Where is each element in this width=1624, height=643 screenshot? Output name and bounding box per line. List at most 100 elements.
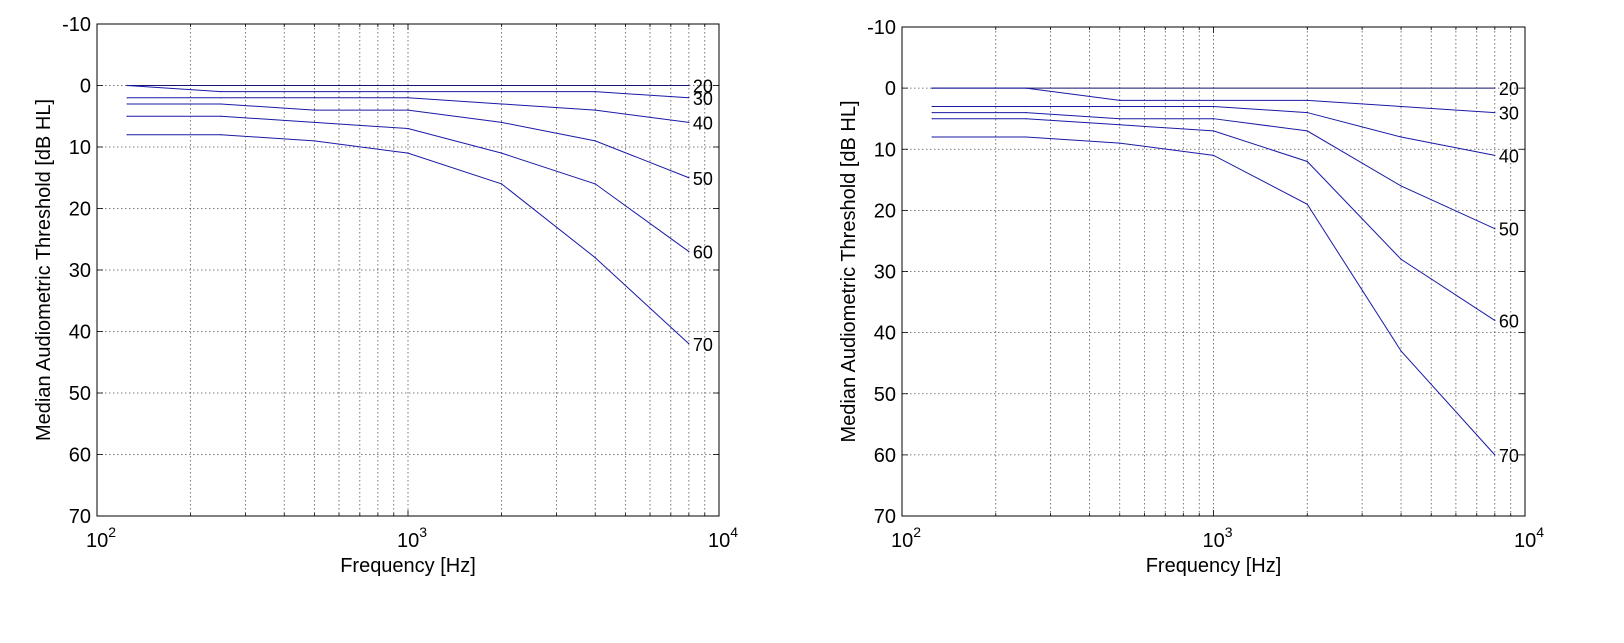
data-point xyxy=(594,109,596,111)
y-tick-label: 60 xyxy=(69,445,91,467)
y-axis-label: Median Audiometric Threshold [dB HL] xyxy=(33,99,55,441)
data-point xyxy=(1494,228,1496,230)
x-axis-label: Frequency [Hz] xyxy=(1146,555,1282,577)
data-point xyxy=(1212,105,1215,108)
data-point xyxy=(501,121,503,123)
data-point xyxy=(1212,87,1215,89)
x-axis-label: Frequency [Hz] xyxy=(340,555,476,577)
data-point xyxy=(407,109,409,111)
data-point xyxy=(594,84,596,87)
chart-panel-left: -10 0 10 20 30 40 50 60 70 102 103 104 Frequency [Hz… xyxy=(0,0,812,638)
data-point xyxy=(501,103,503,105)
y-tick-label: 30 xyxy=(69,260,91,282)
data-point xyxy=(220,103,222,105)
y-tick-label: 40 xyxy=(874,323,896,345)
y-tick-label: 20 xyxy=(69,199,91,221)
data-point xyxy=(931,118,933,120)
data-point xyxy=(931,111,933,114)
data-point xyxy=(501,183,503,185)
y-tick-label: 60 xyxy=(874,445,896,467)
y-tick-label: 70 xyxy=(69,506,91,528)
y-tick-label: 20 xyxy=(874,200,896,222)
data-point xyxy=(688,97,690,99)
series-end-label: 20 xyxy=(1499,79,1519,99)
data-point xyxy=(313,121,315,123)
series-end-label: 20 xyxy=(693,77,713,97)
x-tick-label: 104 xyxy=(708,524,738,552)
tick-marks xyxy=(96,23,720,517)
data-point xyxy=(220,84,222,87)
grid xyxy=(902,27,1525,516)
data-point xyxy=(220,115,222,117)
data-point xyxy=(126,115,128,117)
data-point xyxy=(1025,118,1027,120)
data-point xyxy=(1306,99,1308,101)
data-point xyxy=(931,87,933,89)
series-end-label: 30 xyxy=(1499,104,1519,124)
data-point xyxy=(407,127,409,130)
data-point xyxy=(407,91,409,93)
data-point xyxy=(594,257,596,259)
data-point xyxy=(1306,160,1308,163)
data-point xyxy=(1400,105,1402,108)
data-point xyxy=(1400,258,1402,260)
y-tick-label: 40 xyxy=(69,322,91,344)
data-point xyxy=(1119,87,1121,89)
data-point xyxy=(1025,87,1027,89)
x-tick-label: 103 xyxy=(397,524,427,552)
data-point xyxy=(1212,154,1215,156)
data-point xyxy=(126,134,128,136)
y-tick-label: 30 xyxy=(874,262,896,284)
data-point xyxy=(501,152,503,154)
y-tick-label: 10 xyxy=(874,139,896,161)
data-point xyxy=(501,84,503,87)
y-tick-label: 50 xyxy=(69,383,91,405)
data-point xyxy=(313,97,315,99)
data-point xyxy=(313,109,315,111)
series-end-label: 60 xyxy=(693,243,713,263)
data-point xyxy=(501,91,503,93)
series-end-label: 60 xyxy=(1499,311,1519,331)
data-point xyxy=(1494,87,1496,89)
data-point xyxy=(688,177,690,179)
y-tick-label: 50 xyxy=(874,384,896,406)
data-point xyxy=(594,183,596,185)
data-point xyxy=(1212,99,1215,101)
data-point xyxy=(931,136,933,138)
x-tick-label: 104 xyxy=(1514,524,1544,552)
data-point xyxy=(313,84,315,87)
data-point xyxy=(688,84,690,87)
x-tick-label: 102 xyxy=(891,524,921,552)
data-point xyxy=(313,140,315,142)
data-point xyxy=(1400,185,1402,187)
data-point xyxy=(1306,87,1308,89)
series-end-label: 50 xyxy=(1499,220,1519,240)
data-point xyxy=(407,152,409,154)
data-point xyxy=(1306,203,1308,205)
data-point xyxy=(1119,118,1121,120)
series-end-label: 30 xyxy=(693,89,713,109)
data-point xyxy=(594,91,596,93)
x-tick-label: 102 xyxy=(86,524,116,552)
data-point xyxy=(1400,350,1402,352)
data-point xyxy=(1494,111,1496,114)
data-point xyxy=(1494,154,1496,156)
tick-marks xyxy=(901,26,1526,517)
data-point xyxy=(1400,87,1402,89)
data-point xyxy=(126,84,128,87)
chart-panel-right: -10 0 10 20 30 40 50 60 70 102 103 104 Frequency [Hz… xyxy=(812,0,1624,638)
data-point xyxy=(688,250,690,253)
y-tick-label: 0 xyxy=(80,76,91,98)
y-tick-label: -10 xyxy=(62,14,91,36)
data-point xyxy=(407,84,409,87)
series-end-label: 40 xyxy=(693,113,713,133)
series-end-label: 70 xyxy=(1499,446,1519,466)
data-point xyxy=(1025,136,1027,138)
data-point xyxy=(1025,105,1027,108)
data-point xyxy=(1400,136,1402,138)
data-point xyxy=(407,97,409,99)
data-point xyxy=(1494,319,1496,321)
y-tick-label: 10 xyxy=(69,137,91,159)
